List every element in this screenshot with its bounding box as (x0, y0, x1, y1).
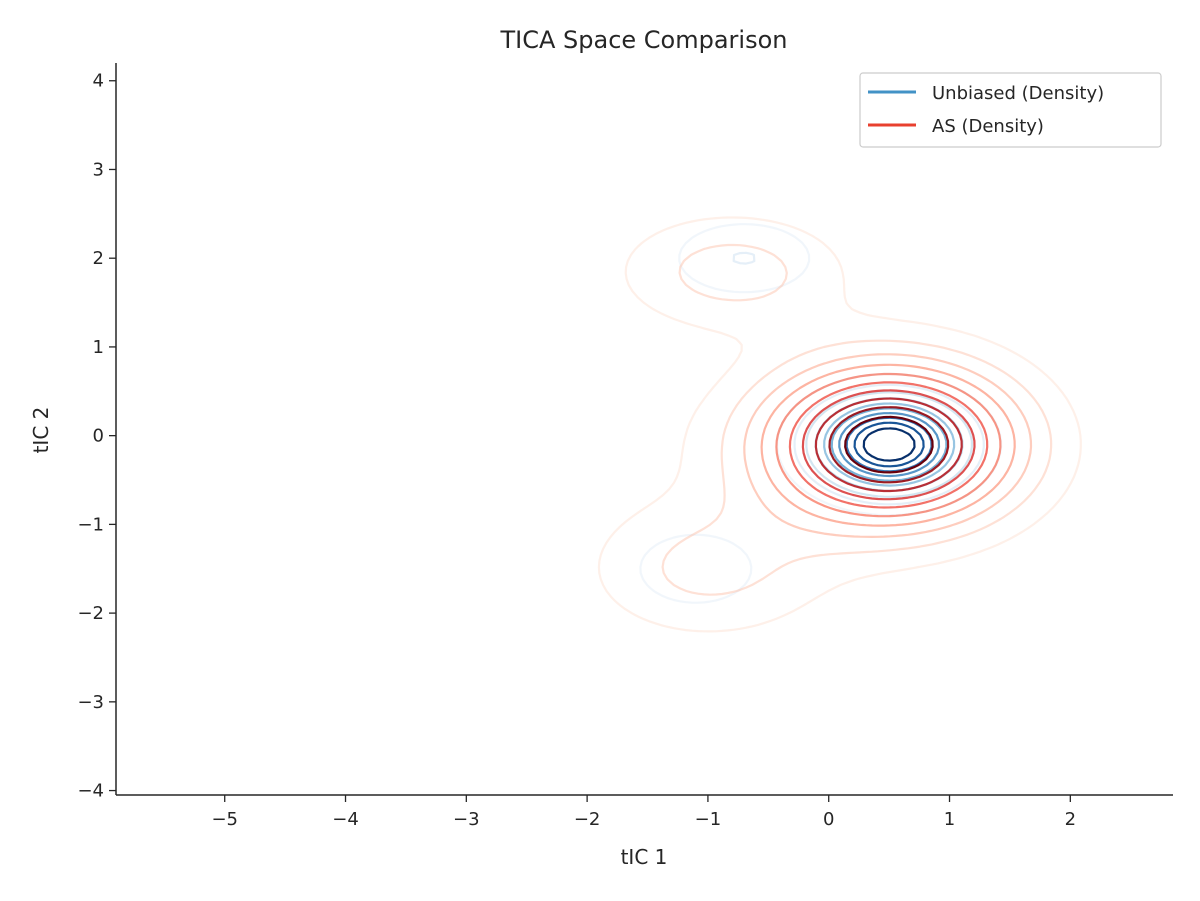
contour-level (823, 402, 956, 487)
contour-level (760, 363, 1016, 527)
contour-level (743, 353, 1033, 538)
contour-level (597, 216, 1082, 633)
contour-level (845, 416, 933, 473)
y-tick-label: 3 (93, 159, 104, 180)
x-axis-title: tIC 1 (621, 845, 668, 869)
x-tick-label: 2 (1065, 809, 1076, 830)
y-tick-label: 4 (93, 71, 104, 92)
contour-level (814, 397, 963, 493)
y-tick-label: 1 (93, 337, 104, 358)
y-ticks: −4 −3 −2 −1 0 1 2 3 4 (77, 71, 116, 802)
contour-level (661, 243, 1053, 596)
x-tick-label: 1 (944, 809, 955, 830)
chart-title: TICA Space Comparison (499, 26, 787, 54)
legend: Unbiased (Density) AS (Density) (859, 72, 1162, 148)
y-tick-label: 0 (93, 426, 104, 447)
x-tick-label: −3 (453, 809, 480, 830)
y-tick-label: −1 (77, 514, 104, 535)
contour-level (775, 372, 1002, 518)
contour-level (805, 391, 973, 498)
contour-level (788, 381, 989, 509)
axes (115, 63, 1173, 796)
x-tick-label: −4 (332, 809, 359, 830)
contour-level (862, 427, 916, 462)
y-tick-label: 2 (93, 248, 104, 269)
legend-label-as: AS (Density) (932, 116, 1044, 137)
contour-level (853, 421, 925, 468)
contour-level (732, 251, 985, 506)
series-contours-1 (597, 216, 1082, 633)
x-tick-label: 0 (823, 809, 834, 830)
contour-level (828, 406, 950, 484)
x-tick-label: −2 (574, 809, 601, 830)
contour-level (838, 412, 941, 478)
y-tick-label: −4 (77, 781, 104, 802)
contour-level (801, 389, 976, 501)
legend-box (859, 72, 1162, 148)
x-ticks: −5 −4 −3 −2 −1 0 1 2 (211, 795, 1076, 830)
x-tick-label: −1 (695, 809, 722, 830)
y-axis-title: tIC 2 (29, 407, 53, 454)
contour-level (844, 415, 934, 474)
legend-label-unbiased: Unbiased (Density) (932, 83, 1104, 104)
contour-layer (597, 216, 1082, 633)
y-tick-label: −2 (77, 603, 104, 624)
x-tick-label: −5 (211, 809, 238, 830)
contour-level (830, 407, 948, 482)
y-tick-label: −3 (77, 692, 104, 713)
